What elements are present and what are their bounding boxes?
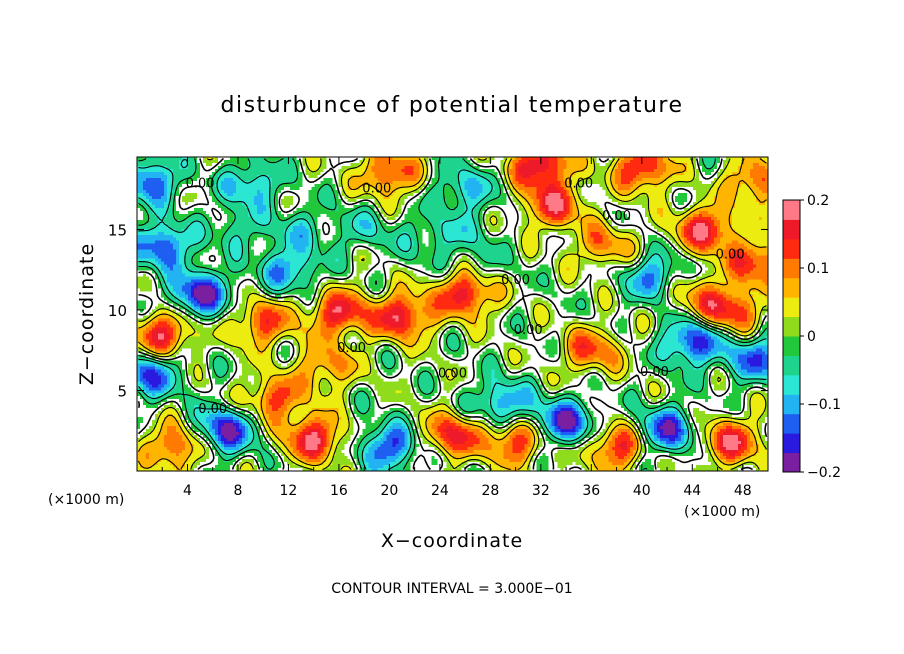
y-tick-label: 5 — [117, 382, 127, 400]
plot-area: 0.00 0.00 0.00 0.00 0.00 0.00 0.00 0.00 0.00 0.00… — [108, 156, 769, 499]
y-axis-label: Z−coordinate — [76, 243, 98, 385]
contour-label: 0.00 — [501, 273, 530, 288]
x-tick-label: 44 — [683, 483, 701, 499]
contour-label: 0.00 — [602, 209, 631, 224]
colorbar-swatch — [783, 413, 800, 434]
colorbar-tick-label: −0.1 — [807, 397, 841, 413]
contour-labels: 0.00 0.00 0.00 0.00 0.00 0.00 0.00 0.00 0.00 0.00… — [186, 177, 745, 417]
x-tick-label: 4 — [183, 483, 192, 499]
y-axis-ticks: 5 10 15 — [108, 221, 768, 400]
colorbar-swatch — [783, 433, 800, 454]
colorbar-swatch — [783, 316, 800, 337]
colorbar-swatch — [783, 374, 800, 395]
y-tick-label: 15 — [108, 221, 127, 239]
x-tick-label: 36 — [582, 483, 600, 499]
plot-frame — [136, 156, 769, 472]
contour-label: 0.00 — [514, 323, 543, 338]
contour-level-line — [138, 159, 767, 470]
contour-label: 0.00 — [716, 247, 745, 262]
contour-level-line — [138, 158, 767, 470]
colorbar-swatch — [783, 336, 800, 356]
colorbar-swatch — [783, 394, 800, 415]
contour-label: 0.00 — [564, 177, 593, 192]
chart-title: disturbunce of potential temperature — [221, 93, 684, 118]
colorbar-swatch — [783, 219, 800, 240]
colorbar-swatch — [783, 238, 800, 259]
x-tick-label: 32 — [532, 483, 550, 499]
x-unit-label-right: (×1000 m) — [684, 504, 760, 520]
colorbar-tick-label: 0 — [807, 329, 816, 345]
colorbar-swatch — [783, 200, 800, 220]
colorbar: 0.2 0.1 0 −0.1 −0.2 — [782, 193, 841, 481]
contour-label: 0.00 — [198, 402, 227, 417]
colorbar-swatch — [783, 277, 800, 298]
colorbar-swatch — [783, 452, 800, 473]
x-tick-label: 24 — [431, 483, 449, 499]
x-tick-label: 12 — [280, 483, 298, 499]
x-tick-label: 8 — [233, 483, 242, 499]
colorbar-tick-label: 0.1 — [807, 261, 829, 277]
contour-label: 0.00 — [337, 341, 366, 356]
contour-lines — [137, 157, 768, 471]
x-tick-label: 16 — [330, 483, 348, 499]
x-axis-label: X−coordinate — [381, 530, 523, 552]
colorbar-tick-label: −0.2 — [807, 465, 841, 481]
contour-interval-note: CONTOUR INTERVAL = 3.000E−01 — [331, 581, 572, 597]
x-tick-label: 28 — [481, 483, 499, 499]
contour-label: 0.00 — [186, 177, 215, 192]
x-unit-label-left: (×1000 m) — [48, 492, 124, 508]
colorbar-swatch — [783, 297, 800, 318]
x-tick-label: 48 — [734, 483, 752, 499]
contour-level-line — [137, 158, 767, 471]
contour-label: 0.00 — [362, 181, 391, 196]
contour-label: 0.00 — [640, 365, 669, 380]
x-axis-ticks: 4 8 12 16 20 24 28 32 36 40 44 48 — [161, 157, 752, 499]
contour-label: 0.00 — [438, 367, 467, 382]
x-tick-label: 20 — [380, 483, 398, 499]
colorbar-swatch — [783, 258, 800, 279]
colorbar-swatch — [783, 355, 800, 376]
colorbar-tick-label: 0.2 — [807, 193, 829, 209]
y-tick-label: 10 — [108, 302, 127, 320]
contour-level-line — [137, 157, 768, 471]
contour-level-line — [138, 158, 767, 471]
x-tick-label: 40 — [633, 483, 651, 499]
